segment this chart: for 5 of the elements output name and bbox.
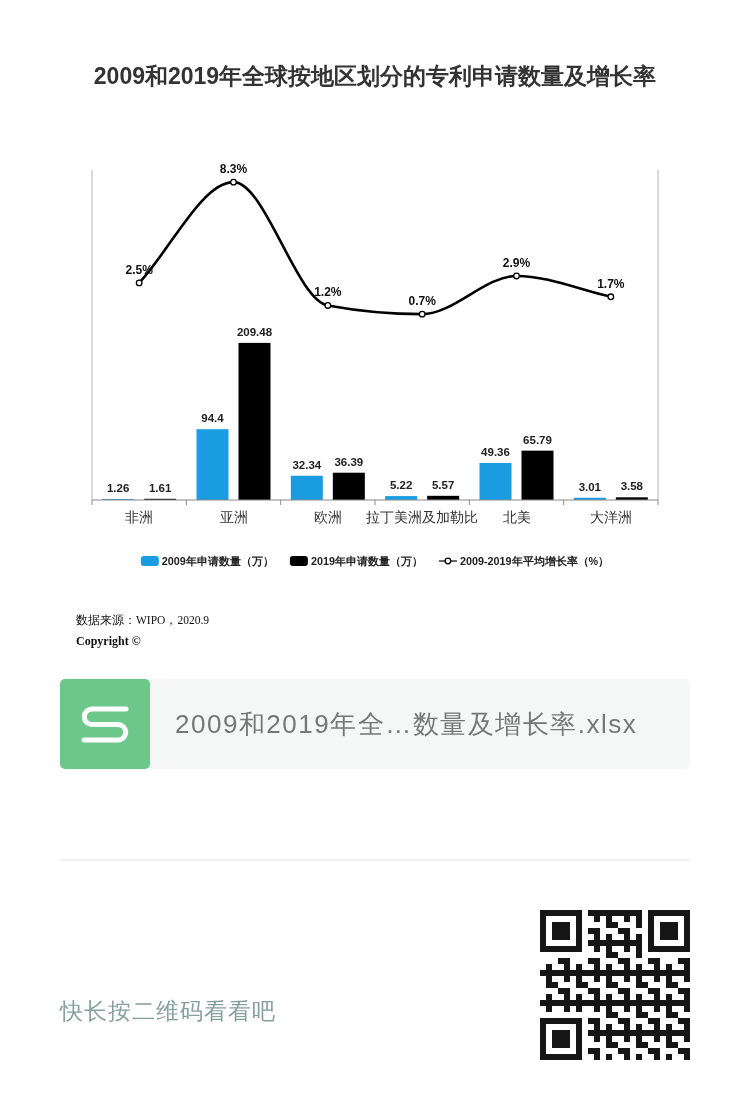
annotation: 2009和2019年全…数量及增长率.xlsx	[175, 709, 638, 739]
annotation: 数据来源：WIPO，2020.9	[76, 614, 209, 626]
annotation: Copyright ©	[76, 634, 141, 648]
annotation: 快长按二维码看看吧	[60, 998, 276, 1024]
title: 2009和2019年全球按地区划分的专利申请数量及增长率	[93, 63, 657, 89]
